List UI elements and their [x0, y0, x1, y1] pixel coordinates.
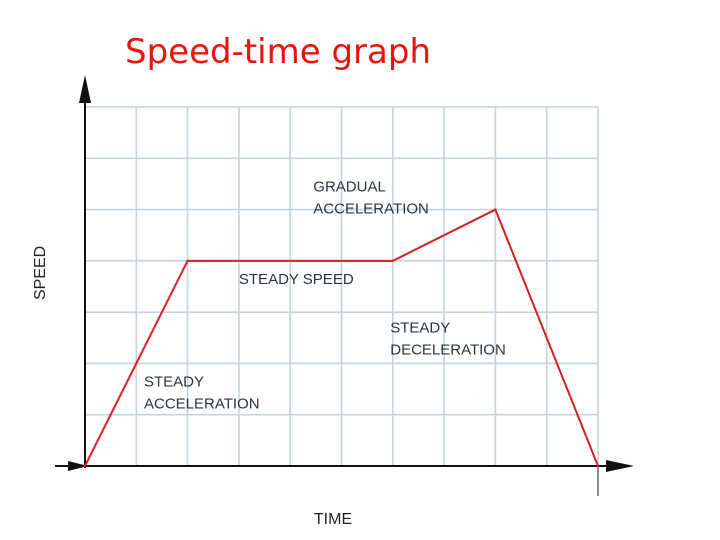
annotation-line: STEADY — [390, 320, 450, 337]
annotation-line: GRADUAL — [313, 179, 386, 196]
y-axis-label: SPEED — [32, 246, 49, 300]
annotation-line: DECELERATION — [390, 342, 506, 359]
annotation-line: STEADY — [144, 374, 204, 391]
data-point — [391, 259, 394, 263]
origin-arrow — [68, 461, 88, 471]
annotation-label: GRADUAL ACCELERATION — [313, 179, 429, 218]
annotation-label: STEADY DECELERATION — [390, 320, 506, 359]
x-axis-label: TIME — [314, 511, 352, 528]
annotation-label: STEADY SPEED — [239, 271, 354, 288]
annotation-label: STEADY ACCELERATION — [144, 374, 260, 413]
annotation-line: ACCELERATION — [144, 396, 260, 413]
data-point — [494, 208, 497, 211]
annotation-line: ACCELERATION — [313, 201, 429, 218]
series-group — [83, 208, 600, 468]
x-axis-arrow — [606, 460, 634, 472]
data-point — [596, 464, 600, 468]
page-title: Speed-time graph — [125, 32, 431, 72]
data-point — [83, 464, 87, 468]
annotations: STEADY ACCELERATION STEADY SPEED GRADUAL ACC… — [144, 179, 506, 413]
data-point — [186, 259, 189, 263]
axes — [55, 75, 634, 496]
grid — [84, 106, 599, 467]
y-axis-arrow — [79, 75, 91, 103]
annotation-line: STEADY SPEED — [239, 271, 354, 288]
